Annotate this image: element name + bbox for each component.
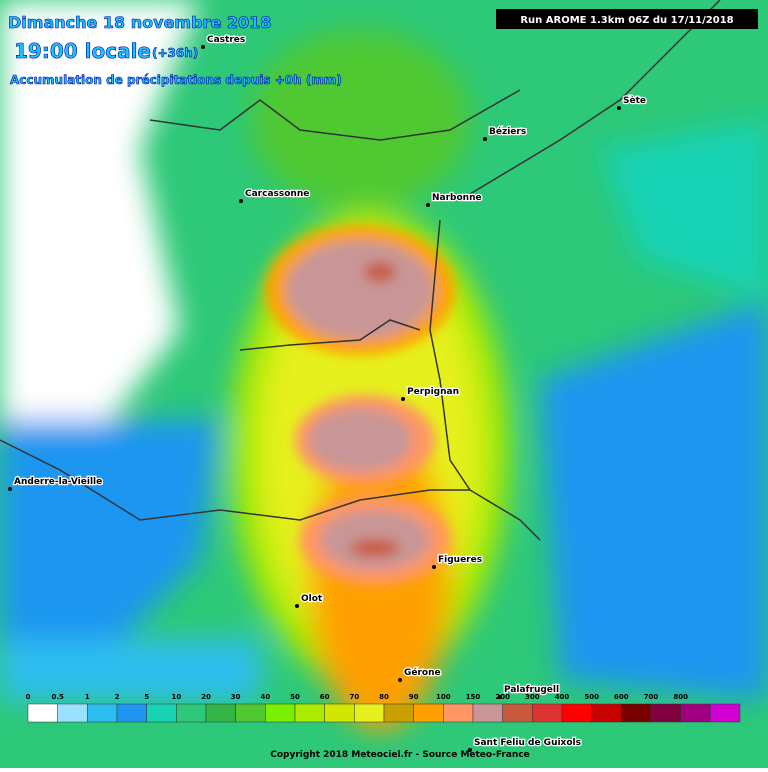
- legend-label: 40: [260, 693, 270, 701]
- legend-label: 30: [231, 693, 241, 701]
- legend-label: 0.5: [51, 693, 64, 701]
- legend-swatch: [354, 703, 385, 723]
- legend-label: 400: [555, 693, 570, 701]
- legend-swatch: [27, 703, 58, 723]
- subtitle: Accumulation de précipitations depuis +0…: [10, 73, 342, 87]
- city-dot: [468, 748, 472, 752]
- city-label: Narbonne: [432, 193, 482, 203]
- legend-label: 50: [290, 693, 300, 701]
- city-label: Carcassonne: [245, 189, 309, 199]
- city-dot: [239, 199, 243, 203]
- legend-swatch: [443, 703, 474, 723]
- legend-swatch: [116, 703, 147, 723]
- copyright: Copyright 2018 Meteociel.fr - Source Met…: [270, 750, 530, 760]
- legend-swatch: [57, 703, 88, 723]
- legend-label: 500: [584, 693, 599, 701]
- city-dot: [432, 565, 436, 569]
- legend-swatch: [591, 703, 622, 723]
- city-label: Sant Feliu de Guixols: [474, 738, 581, 748]
- legend-label: 10: [171, 693, 181, 701]
- legend-label: 700: [644, 693, 659, 701]
- legend-swatch: [205, 703, 236, 723]
- legend-label: 200: [495, 693, 510, 701]
- city-label: Anderre-la-Vieille: [14, 477, 102, 487]
- legend-swatch: [87, 703, 118, 723]
- city-dot: [498, 695, 502, 699]
- legend-label: 5: [144, 693, 149, 701]
- legend-label: 0: [26, 693, 31, 701]
- city-label: Gérone: [404, 667, 441, 678]
- legend-label: 70: [349, 693, 359, 701]
- cities: Castres Sète Béziers Carcassonne Narbonne Per…: [8, 34, 647, 752]
- city-dot: [483, 137, 487, 141]
- legend-label: 800: [673, 693, 688, 701]
- city-label: Olot: [301, 594, 323, 604]
- legend-swatch: [413, 703, 444, 723]
- city-dot: [398, 678, 402, 682]
- legend-label: 90: [409, 693, 419, 701]
- legend-label: 60: [320, 693, 330, 701]
- offset: (+36h): [152, 46, 198, 60]
- legend-label: 100: [436, 693, 451, 701]
- legend-label: 20: [201, 693, 211, 701]
- legend-swatch: [324, 703, 355, 723]
- legend-swatch: [265, 703, 296, 723]
- city-label: Castres: [207, 35, 245, 45]
- legend-label: 2: [115, 693, 120, 701]
- legend-swatch: [472, 703, 503, 723]
- run-box: [496, 9, 758, 29]
- legend-swatch: [650, 703, 681, 723]
- run-label: Run AROME 1.3km 06Z du 17/11/2018: [520, 15, 733, 26]
- legend-swatch: [294, 703, 325, 723]
- legend-swatch: [621, 703, 652, 723]
- legend-swatch: [176, 703, 207, 723]
- city-label: Béziers: [489, 126, 526, 137]
- city-dot: [401, 397, 405, 401]
- legend-swatch: [146, 703, 177, 723]
- legend-label: 80: [379, 693, 389, 701]
- legend: 0 0.5 1 2 5 10 20 30 40 50 60 70 80 90 100 150 200 300 400…: [26, 693, 741, 723]
- city-dot: [8, 487, 12, 491]
- legend-swatch: [680, 703, 711, 723]
- legend-label: 600: [614, 693, 629, 701]
- legend-label: 300: [525, 693, 540, 701]
- legend-swatch: [502, 703, 533, 723]
- city-dot: [426, 203, 430, 207]
- time: 19:00 locale: [14, 39, 151, 63]
- legend-label: 1: [85, 693, 90, 701]
- legend-swatch: [561, 703, 592, 723]
- legend-swatch: [532, 703, 563, 723]
- legend-swatch: [383, 703, 414, 723]
- city-dot: [201, 45, 205, 49]
- city-label: Figueres: [438, 555, 482, 565]
- city-dot: [617, 106, 621, 110]
- city-dot: [295, 604, 299, 608]
- city-label: Sète: [623, 95, 646, 106]
- date: Dimanche 18 novembre 2018: [8, 13, 271, 32]
- legend-swatch: [235, 703, 266, 723]
- city-label: Palafrugell: [504, 685, 559, 695]
- legend-label: 150: [466, 693, 481, 701]
- city-label: Perpignan: [407, 387, 459, 397]
- legend-swatch: [710, 703, 741, 723]
